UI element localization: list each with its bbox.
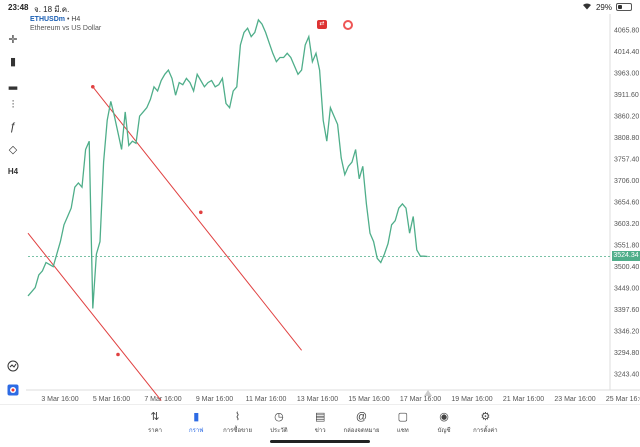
tab-history[interactable]: ◷ ประวัติ bbox=[254, 409, 304, 435]
tab-label: กล่องจดหมาย bbox=[343, 428, 380, 434]
function-icon[interactable]: ƒ bbox=[9, 121, 17, 133]
x-tick-label: 21 Mar 16:00 bbox=[503, 396, 544, 403]
tab-label: การตั้งค่า bbox=[473, 428, 498, 434]
one-click-trade-icon[interactable]: ⇄ bbox=[317, 20, 327, 29]
trend-line-handle[interactable] bbox=[199, 210, 203, 215]
bottom-tab-bar: ⇅ ราคา ▮ กราฟ ⌇ การซื้อขาย ◷ ประวัติ ▤ ข่าว @ กล่อง… bbox=[0, 404, 640, 447]
y-tick-label: 3243.40 bbox=[614, 372, 639, 379]
x-tick-label: 7 Mar 16:00 bbox=[144, 396, 181, 403]
history-icon: ◷ bbox=[274, 411, 284, 423]
news-icon: ▤ bbox=[314, 411, 326, 423]
tab-label: ประวัติ bbox=[270, 428, 288, 434]
indicators-icon[interactable]: ⫶ bbox=[11, 98, 15, 111]
y-tick-label: 3346.20 bbox=[614, 329, 639, 336]
quick-chart-icon[interactable] bbox=[4, 357, 22, 375]
y-tick-label: 3551.80 bbox=[614, 243, 639, 250]
tab-label: ราคา bbox=[148, 428, 162, 434]
trend-line-handle[interactable] bbox=[91, 85, 95, 89]
tab-label: ข่าว bbox=[314, 428, 326, 434]
y-tick-label: 3911.60 bbox=[614, 92, 639, 99]
chat-icon: ▢ bbox=[397, 411, 408, 423]
timeframe-icon[interactable]: H4 bbox=[7, 166, 19, 176]
x-tick-label: 23 Mar 16:00 bbox=[554, 396, 595, 403]
tab-trading[interactable]: ⌇ การซื้อขาย bbox=[213, 409, 263, 435]
tab-chart[interactable]: ▮ กราฟ bbox=[171, 409, 221, 435]
y-tick-label: 3963.00 bbox=[614, 71, 639, 78]
y-tick-label: 3860.20 bbox=[614, 114, 639, 121]
candles-icon[interactable]: ▮ bbox=[9, 55, 17, 68]
x-tick-label: 11 Mar 16:00 bbox=[246, 396, 287, 403]
price-series-line bbox=[27, 18, 428, 309]
y-axis: 4065.80 4014.40 3963.00 3911.60 3860.20 3808.… bbox=[609, 14, 639, 390]
y-tick-label: 3294.80 bbox=[614, 350, 639, 357]
y-tick-label: 3808.80 bbox=[614, 135, 639, 142]
price-chart[interactable]: 4065.80 4014.40 3963.00 3911.60 3860.20 3808.… bbox=[0, 0, 640, 404]
status-right: 29% bbox=[582, 2, 632, 12]
mailbox-icon: @ bbox=[355, 411, 368, 423]
symbol-header[interactable]: ETHUSDm • H4 Ethereum vs US Dollar bbox=[30, 15, 101, 33]
x-tick-label: 9 Mar 16:00 bbox=[196, 396, 233, 403]
battery-percent: 29% bbox=[595, 2, 612, 12]
status-date: จ. 18 มี.ค. bbox=[34, 5, 70, 14]
status-time: 23:48 bbox=[8, 3, 29, 12]
trend-line-handle[interactable] bbox=[116, 352, 120, 357]
settings-icon: ⚙ bbox=[480, 411, 491, 423]
x-tick-label: 5 Mar 16:00 bbox=[93, 396, 130, 403]
symbol-separator: • bbox=[66, 16, 70, 23]
x-axis: 3 Mar 16:00 5 Mar 16:00 7 Mar 16:00 9 Mar 1… bbox=[26, 389, 640, 403]
crosshair-icon[interactable]: ✛ bbox=[8, 33, 18, 46]
tab-chat[interactable]: ▢ แชท bbox=[378, 409, 428, 435]
y-tick-label: 3706.00 bbox=[614, 178, 639, 185]
tab-label: แชท bbox=[396, 428, 409, 434]
y-tick-label: 3397.60 bbox=[614, 307, 639, 314]
current-price-tag: 3524.34 bbox=[612, 251, 640, 262]
y-tick-label: 3500.40 bbox=[614, 264, 639, 271]
y-tick-label: 4014.40 bbox=[614, 49, 639, 56]
symbol-name: ETHUSDm bbox=[30, 16, 66, 23]
signal-icon[interactable] bbox=[343, 20, 353, 30]
trading-icon: ⌇ bbox=[234, 411, 241, 423]
x-tick-label: 15 Mar 16:00 bbox=[348, 396, 389, 403]
tab-label: กราฟ bbox=[189, 428, 204, 434]
trade-icon: ⇅ bbox=[150, 411, 160, 423]
tab-news[interactable]: ▤ ข่าว bbox=[295, 409, 345, 435]
left-toolbar: ✛ ▮ ▂ ⫶ ƒ ◇ H4 bbox=[0, 14, 26, 404]
status-bar: 23:48 จ. 18 มี.ค. 29% bbox=[0, 0, 640, 14]
wifi-icon bbox=[582, 2, 592, 12]
bar-chart-icon[interactable]: ▂ bbox=[8, 77, 18, 90]
x-tick-label: 13 Mar 16:00 bbox=[297, 396, 338, 403]
symbol-description: Ethereum vs US Dollar bbox=[30, 25, 102, 32]
tab-mailbox[interactable]: @ กล่องจดหมาย bbox=[337, 409, 387, 435]
y-tick-label: 3654.60 bbox=[614, 200, 639, 207]
account-icon: ◉ bbox=[439, 411, 449, 423]
y-tick-label: 4065.80 bbox=[614, 28, 639, 35]
chart-icon: ▮ bbox=[193, 411, 200, 423]
trend-lines[interactable] bbox=[27, 85, 302, 401]
tab-trade[interactable]: ⇅ ราคา bbox=[130, 409, 180, 435]
symbol-timeframe: H4 bbox=[71, 16, 81, 23]
tab-settings[interactable]: ⚙ การตั้งค่า bbox=[460, 409, 510, 435]
y-tick-label: 3603.20 bbox=[614, 221, 639, 228]
battery-icon bbox=[616, 3, 632, 11]
tab-label: บัญชี bbox=[437, 428, 451, 434]
trend-line[interactable] bbox=[27, 232, 162, 401]
x-tick-label: 25 Mar 16:00 bbox=[606, 396, 640, 403]
battery-level bbox=[618, 5, 623, 9]
broker-logo-icon[interactable] bbox=[4, 381, 22, 399]
home-indicator bbox=[270, 440, 370, 443]
tab-label: การซื้อขาย bbox=[223, 428, 253, 434]
scroll-marker-icon[interactable] bbox=[424, 390, 432, 396]
x-tick-label: 17 Mar 16:00 bbox=[400, 396, 441, 403]
y-tick-label: 3449.00 bbox=[614, 286, 639, 293]
shapes-icon[interactable]: ◇ bbox=[8, 143, 18, 156]
x-tick-label: 19 Mar 16:00 bbox=[451, 396, 492, 403]
y-tick-label: 3757.40 bbox=[614, 157, 639, 164]
tab-account[interactable]: ◉ บัญชี bbox=[419, 409, 469, 435]
x-tick-label: 3 Mar 16:00 bbox=[41, 396, 78, 403]
